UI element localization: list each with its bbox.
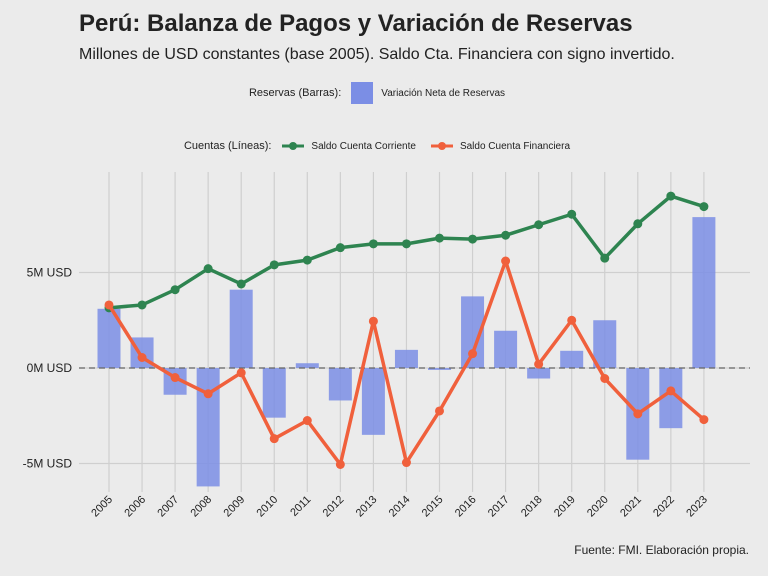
x-tick-label: 2014 bbox=[387, 494, 413, 520]
point-cuenta-corriente bbox=[401, 239, 411, 249]
legend-swatch-cuenta-financiera bbox=[430, 142, 453, 150]
bar-reservas bbox=[394, 349, 418, 368]
x-tick-label: 2015 bbox=[420, 494, 446, 520]
bar-reservas bbox=[196, 368, 220, 487]
x-tick-label: 2011 bbox=[288, 494, 313, 519]
x-tick-label: 2020 bbox=[585, 494, 611, 520]
chart-title: Perú: Balanza de Pagos y Variación de Re… bbox=[79, 10, 633, 37]
point-cuenta-financiera bbox=[269, 434, 279, 444]
legend-swatch-cuenta-corriente bbox=[282, 142, 305, 150]
point-cuenta-financiera bbox=[401, 458, 411, 468]
point-cuenta-financiera bbox=[501, 256, 511, 266]
y-tick-label: 0M USD bbox=[27, 361, 73, 375]
x-tick-label: 2021 bbox=[618, 494, 644, 520]
bar-reservas bbox=[428, 368, 451, 370]
x-tick-label: 2008 bbox=[188, 494, 214, 520]
point-cuenta-financiera bbox=[368, 316, 378, 326]
point-cuenta-corriente bbox=[501, 230, 511, 240]
chart-caption: Fuente: FMI. Elaboración propia. bbox=[574, 543, 749, 557]
bar-reservas bbox=[494, 330, 518, 368]
point-cuenta-financiera bbox=[170, 373, 180, 383]
bar-reservas bbox=[560, 350, 584, 368]
legend-bars: Reservas (Barras): Variación Neta de Res… bbox=[0, 80, 768, 106]
x-tick-label: 2012 bbox=[321, 494, 347, 520]
x-tick-label: 2018 bbox=[519, 494, 545, 520]
point-cuenta-corriente bbox=[269, 260, 279, 270]
point-cuenta-corriente bbox=[435, 233, 444, 243]
bar-reservas bbox=[659, 368, 683, 429]
point-cuenta-corriente bbox=[137, 300, 147, 310]
bar-reservas bbox=[692, 217, 716, 368]
x-tick-label: 2023 bbox=[684, 494, 710, 520]
point-cuenta-financiera bbox=[236, 368, 246, 378]
legend-label-cuenta-financiera: Saldo Cuenta Financiera bbox=[459, 140, 571, 152]
legend-item-cuenta-financiera: Saldo Cuenta Financiera bbox=[430, 140, 570, 152]
legend-item-cuenta-corriente: Saldo Cuenta Corriente bbox=[281, 140, 416, 152]
legend-bars-title: Reservas (Barras): bbox=[248, 87, 342, 99]
bar-reservas bbox=[461, 296, 485, 368]
x-tick-label: 2019 bbox=[552, 494, 578, 520]
bar-reservas bbox=[361, 368, 385, 435]
point-cuenta-corriente bbox=[203, 264, 213, 274]
legend-lines: Cuentas (Líneas): Saldo Cuenta Corriente… bbox=[0, 136, 768, 156]
point-cuenta-financiera bbox=[335, 459, 345, 469]
legend-label-reservas: Variación Neta de Reservas bbox=[381, 87, 506, 99]
point-cuenta-financiera bbox=[302, 416, 312, 426]
legend-lines-title: Cuentas (Líneas): bbox=[183, 140, 272, 152]
point-cuenta-financiera bbox=[567, 315, 577, 325]
point-cuenta-financiera bbox=[203, 389, 213, 399]
point-cuenta-corriente bbox=[699, 202, 709, 212]
x-tick-label: 2013 bbox=[354, 494, 380, 520]
bar-reservas bbox=[295, 363, 319, 368]
point-cuenta-corriente bbox=[368, 239, 378, 249]
bar-reservas bbox=[229, 289, 253, 368]
point-cuenta-financiera bbox=[633, 409, 643, 419]
point-cuenta-financiera bbox=[600, 374, 610, 384]
point-cuenta-corriente bbox=[567, 209, 577, 219]
x-tick-label: 2016 bbox=[453, 494, 479, 520]
x-tick-label: 2010 bbox=[255, 494, 281, 520]
bar-reservas bbox=[97, 308, 121, 368]
point-cuenta-corriente bbox=[633, 219, 643, 229]
point-cuenta-corriente bbox=[335, 243, 345, 253]
x-tick-label: 2022 bbox=[651, 494, 677, 520]
bar-reservas bbox=[527, 368, 551, 379]
bar-reservas bbox=[262, 368, 286, 418]
point-cuenta-financiera bbox=[137, 352, 147, 362]
x-tick-label: 2006 bbox=[122, 494, 148, 520]
point-cuenta-corriente bbox=[600, 253, 610, 263]
y-tick-label: 5M USD bbox=[27, 266, 73, 280]
x-tick-label: 2017 bbox=[486, 494, 512, 520]
point-cuenta-corriente bbox=[170, 285, 180, 295]
y-tick-label: -5M USD bbox=[23, 457, 73, 471]
point-cuenta-financiera bbox=[534, 359, 544, 369]
point-cuenta-financiera bbox=[468, 349, 478, 359]
x-tick-label: 2007 bbox=[155, 494, 181, 520]
point-cuenta-corriente bbox=[236, 279, 246, 289]
point-cuenta-financiera bbox=[435, 406, 444, 416]
legend-label-cuenta-corriente: Saldo Cuenta Corriente bbox=[311, 140, 416, 152]
point-cuenta-financiera bbox=[104, 300, 114, 310]
bar-reservas bbox=[328, 368, 352, 401]
x-tick-label: 2005 bbox=[89, 494, 115, 520]
bar-reservas bbox=[593, 320, 617, 368]
point-cuenta-corriente bbox=[468, 234, 478, 244]
point-cuenta-corriente bbox=[302, 255, 312, 265]
x-tick-label: 2009 bbox=[222, 494, 248, 520]
legend-item-reservas: Variación Neta de Reservas bbox=[351, 82, 505, 104]
legend-swatch-reservas bbox=[351, 82, 374, 104]
point-cuenta-financiera bbox=[699, 415, 709, 425]
chart-subtitle: Millones de USD constantes (base 2005). … bbox=[79, 46, 675, 63]
point-cuenta-corriente bbox=[534, 220, 544, 230]
point-cuenta-financiera bbox=[666, 386, 676, 396]
point-cuenta-corriente bbox=[666, 191, 676, 201]
